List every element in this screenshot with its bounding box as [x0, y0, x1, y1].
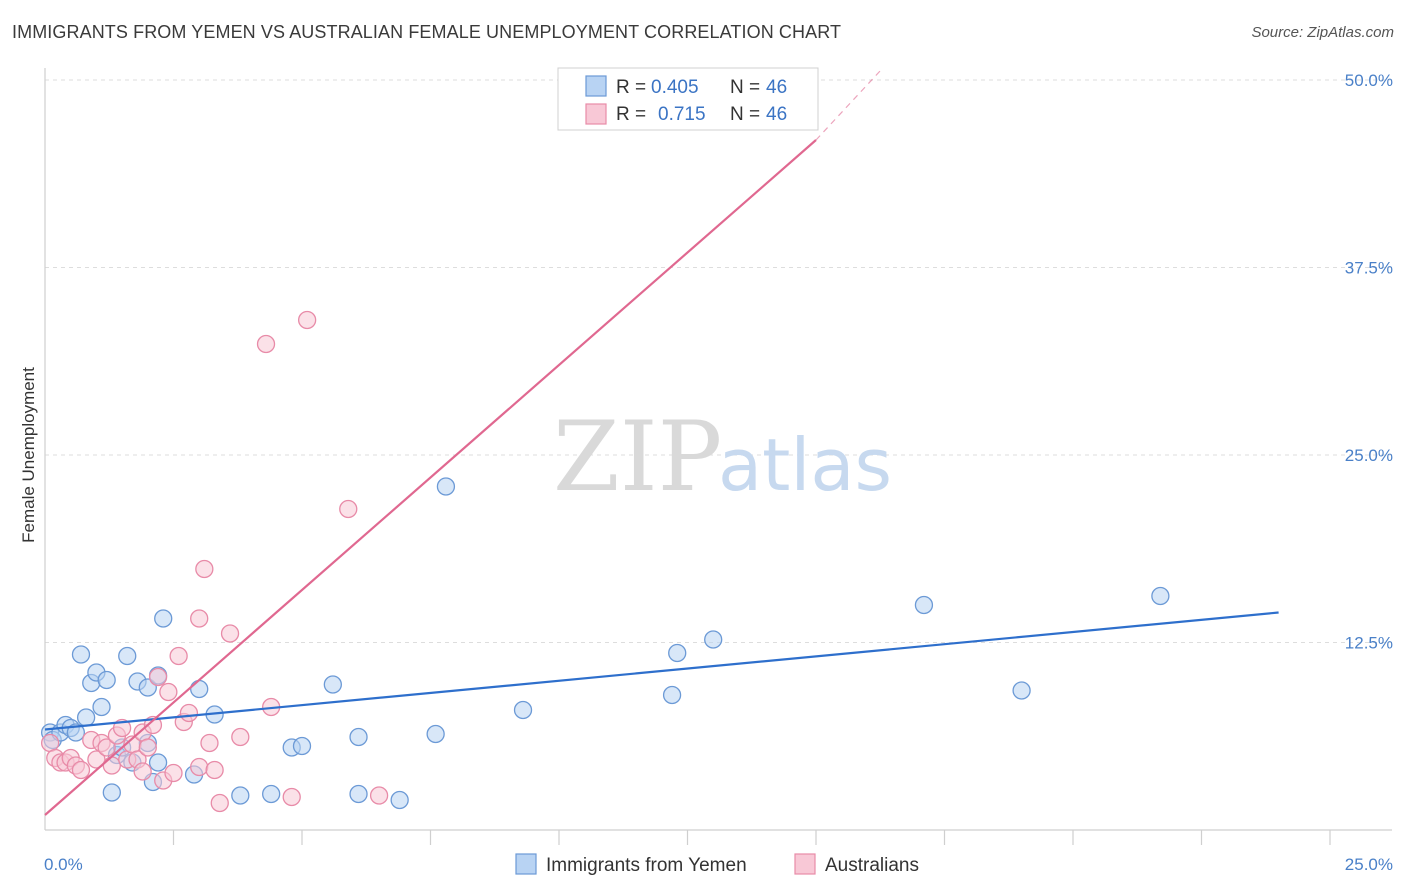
point-australians-40: [339, 499, 358, 519]
y-tick-label-0: 12.5%: [1345, 634, 1393, 653]
point-immigrants-11: [97, 670, 116, 690]
point-immigrants-42: [1012, 681, 1031, 700]
legend-r-label-2: R =: [616, 104, 646, 125]
point-immigrants-12: [102, 783, 121, 802]
series-immigrants-from-yemen-points: [40, 477, 1170, 810]
point-immigrants-10: [92, 697, 111, 717]
point-immigrants-33: [349, 784, 368, 804]
trendline-immigrants: [44, 611, 1279, 731]
legend-n-label-2: N =: [730, 104, 760, 125]
point-immigrants-34: [390, 790, 409, 810]
point-immigrants-5: [66, 723, 85, 742]
point-australians-31: [200, 733, 219, 753]
tick-labels: 12.5% 25.0% 37.5% 50.0% 0.0% 25.0%: [44, 71, 1393, 874]
legend-swatch-pink: [585, 103, 607, 125]
trendlines: [44, 67, 1279, 816]
y-tick-label-3: 50.0%: [1345, 71, 1393, 90]
point-immigrants-41: [914, 595, 934, 615]
grid-lines: [45, 79, 1392, 643]
point-immigrants-15: [118, 646, 137, 666]
legend-n-value-2: 46: [766, 104, 787, 125]
point-australians-29: [190, 609, 209, 628]
legend-swatch-immigrants: [515, 853, 537, 875]
point-australians-38: [282, 787, 301, 807]
point-immigrants-39: [662, 685, 682, 705]
point-immigrants-31: [323, 675, 342, 694]
point-australians-36: [256, 334, 276, 354]
point-australians-19: [138, 738, 157, 757]
point-immigrants-25: [190, 679, 209, 699]
y-tick-label-1: 25.0%: [1345, 446, 1393, 465]
point-australians-24: [164, 763, 183, 783]
point-immigrants-28: [262, 784, 281, 804]
chart-title: IMMIGRANTS FROM YEMEN VS AUSTRALIAN FEMA…: [12, 22, 842, 42]
point-immigrants-35: [426, 724, 445, 744]
point-australians-30: [195, 559, 214, 579]
legend-r-label-1: R =: [616, 77, 646, 98]
point-australians-6: [71, 760, 91, 780]
point-immigrants-7: [76, 708, 96, 727]
watermark: ZIP atlas: [553, 401, 892, 513]
watermark-atlas: atlas: [718, 423, 892, 507]
point-australians-13: [112, 718, 132, 738]
x-tick-label-max: 25.0%: [1345, 855, 1393, 874]
series-legend: Immigrants from Yemen Australians: [515, 853, 919, 876]
series-australians-points: [40, 310, 389, 813]
point-immigrants-6: [71, 645, 91, 664]
point-australians-21: [148, 667, 168, 687]
legend-swatch-blue: [585, 75, 607, 97]
legend-n-value-1: 46: [766, 77, 787, 98]
y-axis-label: Female Unemployment: [19, 367, 38, 543]
point-australians-27: [179, 703, 199, 723]
point-immigrants-37: [513, 700, 533, 720]
axes: [44, 68, 1392, 845]
point-australians-39: [297, 310, 317, 330]
legend-n-label-1: N =: [730, 77, 760, 98]
y-tick-label-2: 37.5%: [1345, 259, 1393, 278]
point-australians-32: [205, 760, 224, 780]
correlation-legend: R = 0.405 N = 46 R = 0.715 N = 46: [557, 67, 819, 131]
x-tick-label-min: 0.0%: [44, 855, 83, 874]
point-australians-34: [220, 624, 240, 643]
point-australians-17: [133, 762, 152, 781]
point-australians-41: [369, 786, 389, 805]
watermark-zip: ZIP: [553, 401, 722, 513]
point-immigrants-36: [436, 477, 456, 496]
point-australians-35: [231, 727, 250, 747]
chart-source: Source: ZipAtlas.com: [1251, 24, 1394, 41]
point-australians-23: [159, 682, 178, 702]
point-australians-8: [87, 750, 106, 769]
point-immigrants-30: [292, 736, 312, 756]
trendline-australians-extension: [815, 67, 884, 141]
trendline-australians: [44, 139, 817, 816]
point-immigrants-38: [668, 643, 687, 663]
legend-label-australians: Australians: [825, 855, 919, 876]
point-australians-10: [97, 738, 116, 757]
point-immigrants-43: [1151, 586, 1170, 606]
point-australians-11: [102, 756, 121, 775]
point-immigrants-22: [148, 753, 168, 772]
point-immigrants-23: [154, 609, 173, 628]
point-immigrants-40: [704, 630, 723, 649]
point-australians-25: [169, 646, 188, 666]
legend-swatch-australians: [794, 853, 816, 875]
point-immigrants-32: [349, 727, 368, 747]
point-australians-28: [190, 757, 209, 777]
legend-label-immigrants: Immigrants from Yemen: [546, 855, 747, 876]
legend-r-value-1: 0.405: [651, 77, 699, 98]
point-immigrants-27: [231, 786, 250, 805]
legend-r-value-2: 0.715: [658, 104, 706, 125]
point-australians-33: [210, 793, 229, 813]
